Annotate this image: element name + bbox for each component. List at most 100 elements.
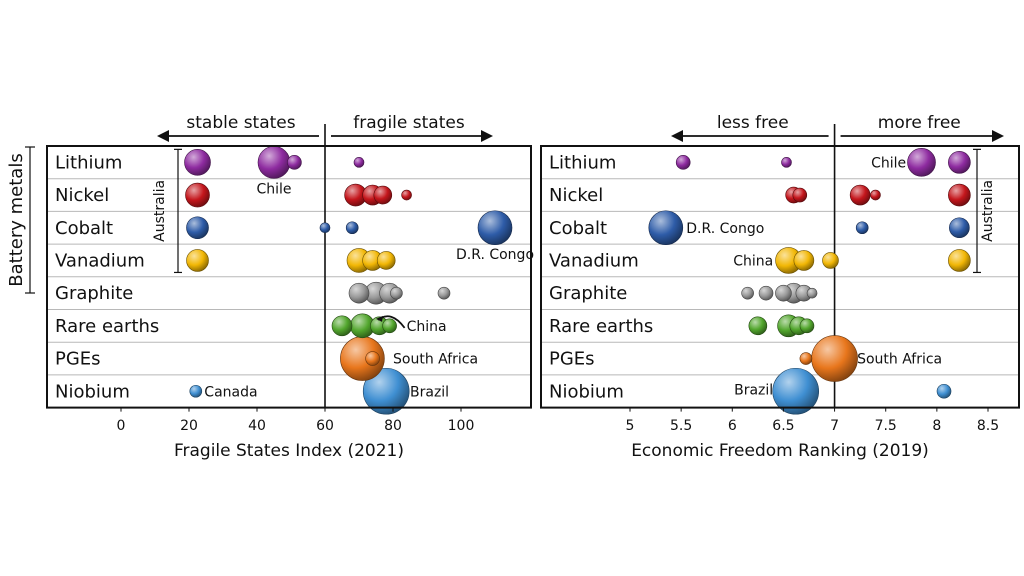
bubble-graphite xyxy=(390,286,403,300)
bubble-nickel xyxy=(948,183,971,207)
battery-metals-label: Battery metals xyxy=(6,153,27,286)
bubble-cobalt xyxy=(855,221,869,235)
bubble-lithium xyxy=(287,155,302,170)
annotation-brazil: Brazil xyxy=(734,382,773,398)
bubble-pges xyxy=(799,352,813,365)
bubble-cobalt xyxy=(648,210,684,246)
x-axis-label: Fragile States Index (2021) xyxy=(174,441,404,461)
annotation-d-r-congo: D.R. Congo xyxy=(456,247,534,263)
arrow-right-head xyxy=(992,130,1004,142)
bubble-niobium xyxy=(362,367,410,415)
bubble-rare-earths xyxy=(748,316,768,336)
x-tick-label: 5 xyxy=(626,418,635,434)
row-label-vanadium: Vanadium xyxy=(549,250,639,271)
arrow-left-label: stable states xyxy=(186,113,295,133)
bubble-niobium xyxy=(936,383,952,399)
x-tick-label: 6 xyxy=(728,418,737,434)
row-label-nickel: Nickel xyxy=(549,185,603,206)
panel-frame xyxy=(46,145,532,409)
row-label-rare-earths: Rare earths xyxy=(549,316,653,337)
annotation-south-africa: South Africa xyxy=(857,352,942,368)
row-label-graphite: Graphite xyxy=(549,283,627,304)
bubble-nickel xyxy=(401,189,412,201)
bubble-cobalt xyxy=(319,222,331,234)
row-label-cobalt: Cobalt xyxy=(55,218,113,239)
bubble-lithium xyxy=(675,155,691,170)
bubble-nickel xyxy=(792,187,808,203)
arrow-right-head xyxy=(481,130,493,142)
bubble-rare-earths xyxy=(331,315,353,337)
bubble-nickel xyxy=(373,185,393,205)
arrow-left-label: less free xyxy=(717,113,789,133)
annotation-chile: Chile xyxy=(256,181,291,197)
row-label-nickel: Nickel xyxy=(55,185,109,206)
bubble-lithium xyxy=(907,148,936,177)
arrow-right-label: more free xyxy=(878,113,961,133)
row-label-pges: PGEs xyxy=(55,349,101,370)
row-label-vanadium: Vanadium xyxy=(55,250,145,271)
x-tick-label: 7.5 xyxy=(875,418,897,434)
bubble-cobalt xyxy=(477,210,513,246)
bubble-vanadium xyxy=(793,250,815,271)
bubble-nickel xyxy=(870,189,881,201)
bubble-nickel xyxy=(185,182,210,208)
bubble-lithium xyxy=(948,151,971,174)
x-tick-label: 8 xyxy=(932,418,941,434)
panel-frame xyxy=(540,145,1020,409)
battery-metals-side-label: Battery metals xyxy=(6,146,35,294)
bubble-cobalt xyxy=(345,221,359,235)
bubble-niobium xyxy=(772,367,820,415)
bubble-rare-earths xyxy=(799,318,815,334)
bubble-pges xyxy=(811,335,858,382)
annotation-pointer-head xyxy=(376,315,383,322)
economic-freedom-panel: less free more free Lithium Nickel Cobalt Van… xyxy=(540,113,1020,461)
bubble-nickel xyxy=(849,184,871,206)
x-axis-label: Economic Freedom Ranking (2019) xyxy=(631,441,929,461)
bubble-lithium xyxy=(781,157,792,168)
annotation-china: China xyxy=(407,319,447,335)
bubble-lithium xyxy=(353,157,365,168)
bubble-lithium xyxy=(184,149,211,176)
row-label-cobalt: Cobalt xyxy=(549,218,607,239)
bubble-graphite xyxy=(348,282,370,304)
annotation-d-r-congo: D.R. Congo xyxy=(686,221,764,237)
bubble-cobalt xyxy=(949,217,970,239)
bubble-vanadium xyxy=(948,249,971,272)
x-tick-label: 0 xyxy=(117,418,126,434)
row-label-lithium: Lithium xyxy=(55,152,122,173)
row-label-lithium: Lithium xyxy=(549,152,616,173)
australia-label: Australia xyxy=(152,180,168,242)
x-tick-label: 20 xyxy=(180,418,198,434)
bubble-graphite xyxy=(741,286,754,300)
bubble-graphite xyxy=(437,286,451,300)
bubble-vanadium xyxy=(822,252,839,269)
arrow-right-label: fragile states xyxy=(353,113,465,133)
fragile-states-panel: stable states fragile states Lithium Nickel… xyxy=(46,113,534,461)
x-tick-label: 5.5 xyxy=(670,418,692,434)
annotation-china: China xyxy=(733,253,773,269)
x-tick-label: 6.5 xyxy=(772,418,794,434)
annotation-brazil: Brazil xyxy=(410,384,449,400)
annotation-south-africa: South Africa xyxy=(393,352,478,368)
row-label-pges: PGEs xyxy=(549,349,595,370)
x-tick-label: 80 xyxy=(384,418,402,434)
bubble-vanadium xyxy=(186,249,209,272)
x-tick-label: 60 xyxy=(316,418,334,434)
arrow-left-head xyxy=(157,130,169,142)
bubble-cobalt xyxy=(186,216,209,240)
annotation-canada: Canada xyxy=(204,384,257,400)
arrow-left-head xyxy=(671,130,683,142)
row-label-niobium: Niobium xyxy=(55,381,130,402)
row-label-rare-earths: Rare earths xyxy=(55,316,159,337)
annotation-chile: Chile xyxy=(871,155,906,171)
australia-label: Australia xyxy=(980,180,996,242)
x-tick-label: 8.5 xyxy=(977,418,999,434)
bubble-vanadium xyxy=(376,251,396,270)
bubble-niobium xyxy=(189,384,203,398)
row-label-graphite: Graphite xyxy=(55,283,133,304)
x-tick-label: 100 xyxy=(448,418,475,434)
row-label-niobium: Niobium xyxy=(549,381,624,402)
bubble-lithium xyxy=(257,146,291,179)
x-tick-label: 40 xyxy=(248,418,266,434)
